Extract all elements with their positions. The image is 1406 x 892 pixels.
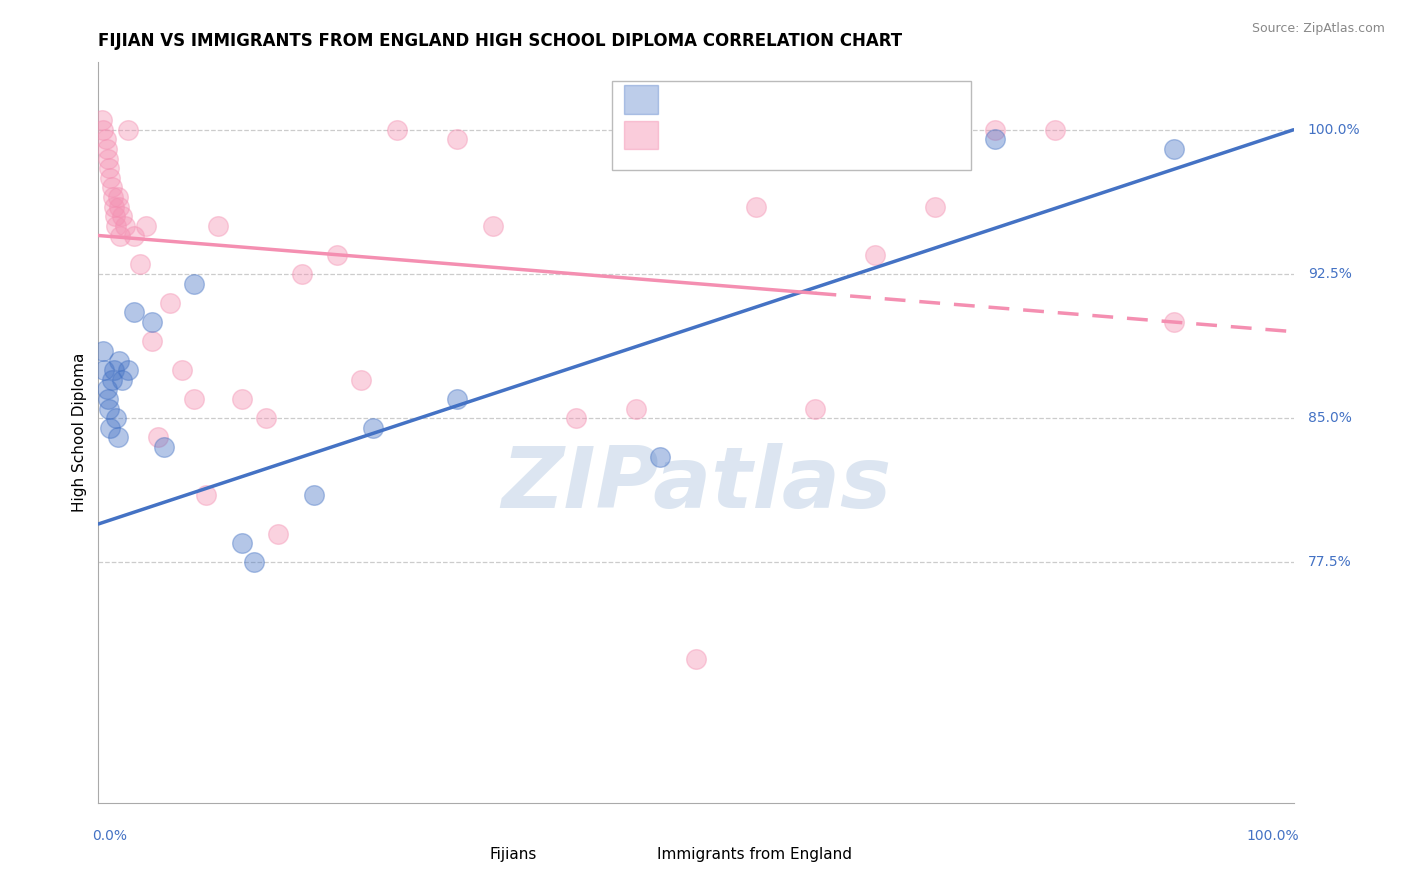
Point (124, 228, 146, 243)
Point (100, 373, 122, 387)
Point (91, 122, 114, 136)
Point (107, 353, 129, 368)
Point (745, 200, 768, 214)
Point (446, 392, 468, 406)
Point (97, 152, 120, 166)
Point (135, 219, 157, 233)
Point (865, 248, 887, 262)
Text: 92.5%: 92.5% (1308, 267, 1351, 281)
Point (94, 132, 117, 146)
Point (183, 277, 205, 291)
Bar (624, 845, 651, 864)
Point (93, 363, 115, 377)
Point (267, 526, 290, 541)
Point (98, 421, 122, 435)
Point (984, 122, 1007, 136)
Point (96, 382, 118, 396)
Bar (624, 121, 658, 149)
Point (111, 373, 134, 387)
Point (804, 401, 827, 416)
Point (114, 219, 136, 233)
Text: N = 25: N = 25 (810, 90, 877, 109)
Point (291, 267, 314, 281)
Point (141, 315, 163, 329)
Point (101, 190, 124, 204)
Text: FIJIAN VS IMMIGRANTS FROM ENGLAND HIGH SCHOOL DIPLOMA CORRELATION CHART: FIJIAN VS IMMIGRANTS FROM ENGLAND HIGH S… (98, 32, 903, 50)
Point (984, 132, 1007, 146)
Point (243, 556, 266, 570)
Point (91, 113, 114, 128)
Point (107, 200, 129, 214)
Point (482, 219, 505, 233)
Point (148, 430, 170, 444)
Point (650, 450, 672, 464)
Point (1043, 122, 1066, 136)
Point (104, 209, 127, 223)
Text: 0.537: 0.537 (725, 90, 782, 109)
Point (159, 295, 181, 310)
Text: 0.0%: 0.0% (93, 829, 128, 843)
Point (117, 363, 139, 377)
Point (924, 200, 946, 214)
Point (183, 392, 205, 406)
Text: Source: ZipAtlas.com: Source: ZipAtlas.com (1251, 22, 1385, 36)
Point (231, 392, 253, 406)
Point (1163, 142, 1185, 156)
Point (350, 373, 373, 387)
Text: ZIPatlas: ZIPatlas (501, 443, 891, 526)
Bar (457, 845, 484, 864)
Point (107, 430, 129, 444)
Point (124, 305, 146, 319)
Point (100, 180, 122, 194)
Text: Fijians: Fijians (489, 847, 537, 863)
Text: R =: R = (672, 90, 714, 109)
Y-axis label: High School Diploma: High School Diploma (72, 353, 87, 512)
Point (111, 209, 134, 223)
Point (626, 401, 648, 416)
Point (97, 392, 120, 406)
Bar (624, 86, 658, 113)
Text: Immigrants from England: Immigrants from England (657, 847, 852, 863)
Point (96, 142, 118, 156)
Point (326, 248, 349, 262)
Point (91, 343, 114, 358)
Point (141, 334, 163, 349)
Point (117, 122, 139, 136)
Point (98, 401, 121, 416)
Point (446, 132, 468, 146)
Point (302, 488, 325, 502)
Text: 100.0%: 100.0% (1308, 123, 1361, 136)
Point (107, 190, 129, 204)
Point (254, 411, 277, 425)
Text: N = 47: N = 47 (810, 126, 877, 145)
Text: 100.0%: 100.0% (1247, 829, 1299, 843)
Point (129, 257, 152, 271)
Point (363, 421, 385, 435)
Point (98, 161, 121, 176)
Point (105, 219, 128, 233)
FancyBboxPatch shape (613, 81, 972, 169)
Point (172, 363, 194, 377)
Text: -0.079: -0.079 (720, 126, 783, 145)
Point (565, 411, 588, 425)
Point (108, 228, 131, 243)
Text: 77.5%: 77.5% (1308, 556, 1351, 569)
Point (685, 651, 707, 665)
Point (153, 440, 176, 454)
Point (105, 411, 128, 425)
Point (195, 488, 218, 502)
Text: R =: R = (672, 126, 714, 145)
Point (103, 363, 125, 377)
Point (207, 219, 229, 233)
Text: 85.0%: 85.0% (1308, 411, 1351, 425)
Point (231, 536, 253, 550)
Point (385, 122, 409, 136)
Point (98, 170, 122, 185)
Point (1163, 315, 1185, 329)
Point (103, 200, 125, 214)
